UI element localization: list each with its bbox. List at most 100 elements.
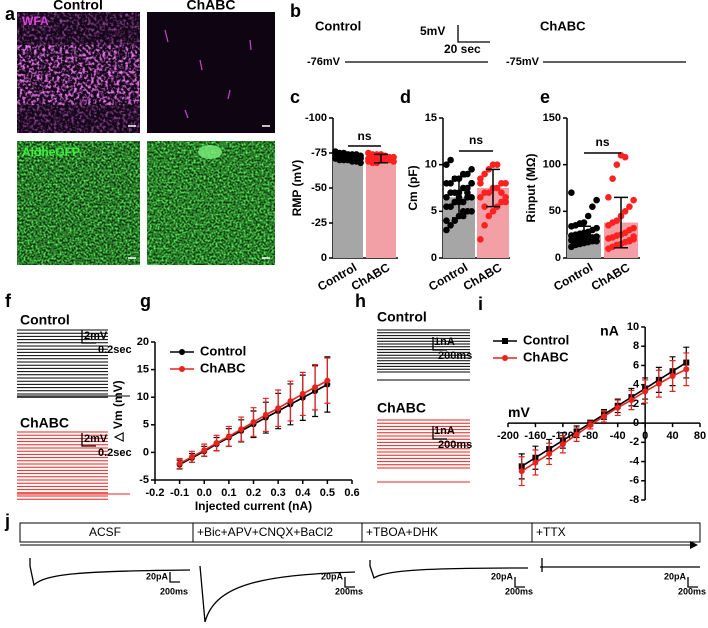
scale-label: 2mV bbox=[84, 330, 108, 342]
error-bar bbox=[452, 176, 466, 219]
data-point bbox=[642, 388, 649, 395]
x-tick-label: -160 bbox=[524, 430, 546, 442]
data-point bbox=[502, 198, 509, 206]
data-point bbox=[518, 468, 525, 475]
scale-label: 20pA bbox=[146, 571, 169, 581]
y-tick-label: 0 bbox=[143, 446, 149, 458]
scale-label: 20pA bbox=[664, 571, 687, 581]
data-point bbox=[481, 203, 488, 210]
x-tick-label: Control bbox=[551, 260, 595, 293]
y-tick-label: 10 bbox=[425, 159, 437, 171]
error-bar bbox=[577, 225, 591, 244]
condition-label: +Bic+APV+CNQX+BaCl2 bbox=[197, 525, 333, 539]
y-tick-label: 0 bbox=[633, 417, 639, 429]
data-point bbox=[493, 184, 501, 192]
data-point bbox=[443, 194, 450, 201]
data-point bbox=[573, 431, 580, 438]
data-point bbox=[324, 377, 331, 384]
y-axis-label: △ Vm (mV) bbox=[111, 380, 125, 442]
data-point bbox=[447, 222, 454, 229]
x-tick-label: 0.4 bbox=[295, 487, 311, 499]
trace-label: ChABC bbox=[20, 415, 69, 431]
legend-marker bbox=[502, 355, 508, 361]
stain-label: WFA bbox=[22, 14, 49, 28]
data-point bbox=[481, 170, 488, 178]
microscopy bbox=[17, 12, 275, 265]
data-point bbox=[614, 404, 621, 411]
data-point bbox=[447, 156, 454, 164]
data-point bbox=[580, 219, 588, 226]
data-point bbox=[299, 390, 306, 397]
scale-label: 0.2sec bbox=[98, 344, 132, 356]
y-tick-label: 6 bbox=[633, 359, 639, 371]
condition-label: +TTX bbox=[536, 525, 566, 539]
y-tick-label: -8 bbox=[629, 494, 639, 506]
data-point bbox=[443, 217, 450, 224]
scale-label: 200ms bbox=[678, 586, 706, 596]
data-point bbox=[481, 222, 488, 229]
data-point bbox=[468, 194, 475, 201]
column-label: Control bbox=[53, 0, 103, 13]
x-tick-label: 80 bbox=[694, 430, 706, 442]
condition-label: ACSF bbox=[89, 525, 121, 539]
data-point bbox=[386, 155, 393, 162]
y-axis-label: Cm (pF) bbox=[406, 165, 420, 210]
legend-marker bbox=[502, 338, 508, 344]
y-tick-label: -6 bbox=[629, 475, 639, 487]
panel-letter: b bbox=[290, 1, 301, 21]
y-axis-label: RMP (mV) bbox=[290, 160, 304, 216]
error-bar bbox=[374, 153, 388, 164]
data-point bbox=[493, 161, 501, 168]
data-point bbox=[176, 460, 183, 467]
data-point bbox=[584, 212, 592, 220]
x-tick-label: Control bbox=[426, 260, 470, 293]
x-tick-label: 0.6 bbox=[344, 487, 359, 499]
data-point bbox=[238, 426, 245, 433]
trace-label: Control bbox=[377, 309, 427, 325]
y-tick-label: -4 bbox=[629, 455, 640, 467]
bar bbox=[333, 157, 363, 258]
legend-label: Control bbox=[200, 343, 246, 358]
panel-letter: e bbox=[540, 87, 550, 107]
data-point bbox=[275, 405, 282, 412]
x-tick-label: -0.2 bbox=[146, 487, 165, 499]
data-point bbox=[188, 453, 195, 460]
scale-label: 200ms bbox=[438, 350, 472, 362]
data-point bbox=[443, 161, 450, 168]
scale-label: 5mV bbox=[420, 24, 445, 38]
data-point bbox=[287, 398, 294, 405]
y-tick-label: 10 bbox=[627, 321, 639, 333]
trace-label: Control bbox=[315, 18, 361, 33]
data-point bbox=[502, 194, 509, 201]
y-tick-label: -75 bbox=[311, 147, 327, 159]
data-point bbox=[559, 441, 566, 448]
panel-letter: d bbox=[400, 87, 411, 107]
data-point bbox=[225, 433, 232, 440]
data-point bbox=[213, 440, 220, 447]
scale-label: 1nA bbox=[434, 425, 455, 437]
stain-label: AldheGFP bbox=[22, 145, 80, 159]
data-point bbox=[485, 189, 493, 196]
data-point bbox=[589, 203, 596, 210]
y-tick-label: 100 bbox=[543, 159, 561, 171]
y-tick-label: -25 bbox=[311, 217, 327, 229]
legend-label: ChABC bbox=[200, 360, 246, 375]
data-point bbox=[464, 189, 471, 196]
data-point bbox=[601, 413, 607, 420]
y-tick-label: 0 bbox=[431, 252, 437, 264]
rmp-label: -76mV bbox=[307, 56, 341, 68]
y-tick-label: 2 bbox=[633, 398, 639, 410]
data-point bbox=[669, 373, 676, 380]
data-point bbox=[628, 397, 635, 404]
data-point bbox=[468, 166, 475, 173]
y-tick-label: 15 bbox=[425, 112, 437, 124]
data-point bbox=[459, 198, 467, 206]
scale-label: 0.2sec bbox=[98, 447, 132, 459]
data-point bbox=[683, 366, 690, 373]
traces bbox=[17, 25, 701, 623]
data-point bbox=[546, 450, 553, 457]
scale-label: 1nA bbox=[434, 336, 455, 348]
error-bar bbox=[341, 152, 355, 163]
condition-label: +TBOA+DHK bbox=[366, 525, 438, 539]
